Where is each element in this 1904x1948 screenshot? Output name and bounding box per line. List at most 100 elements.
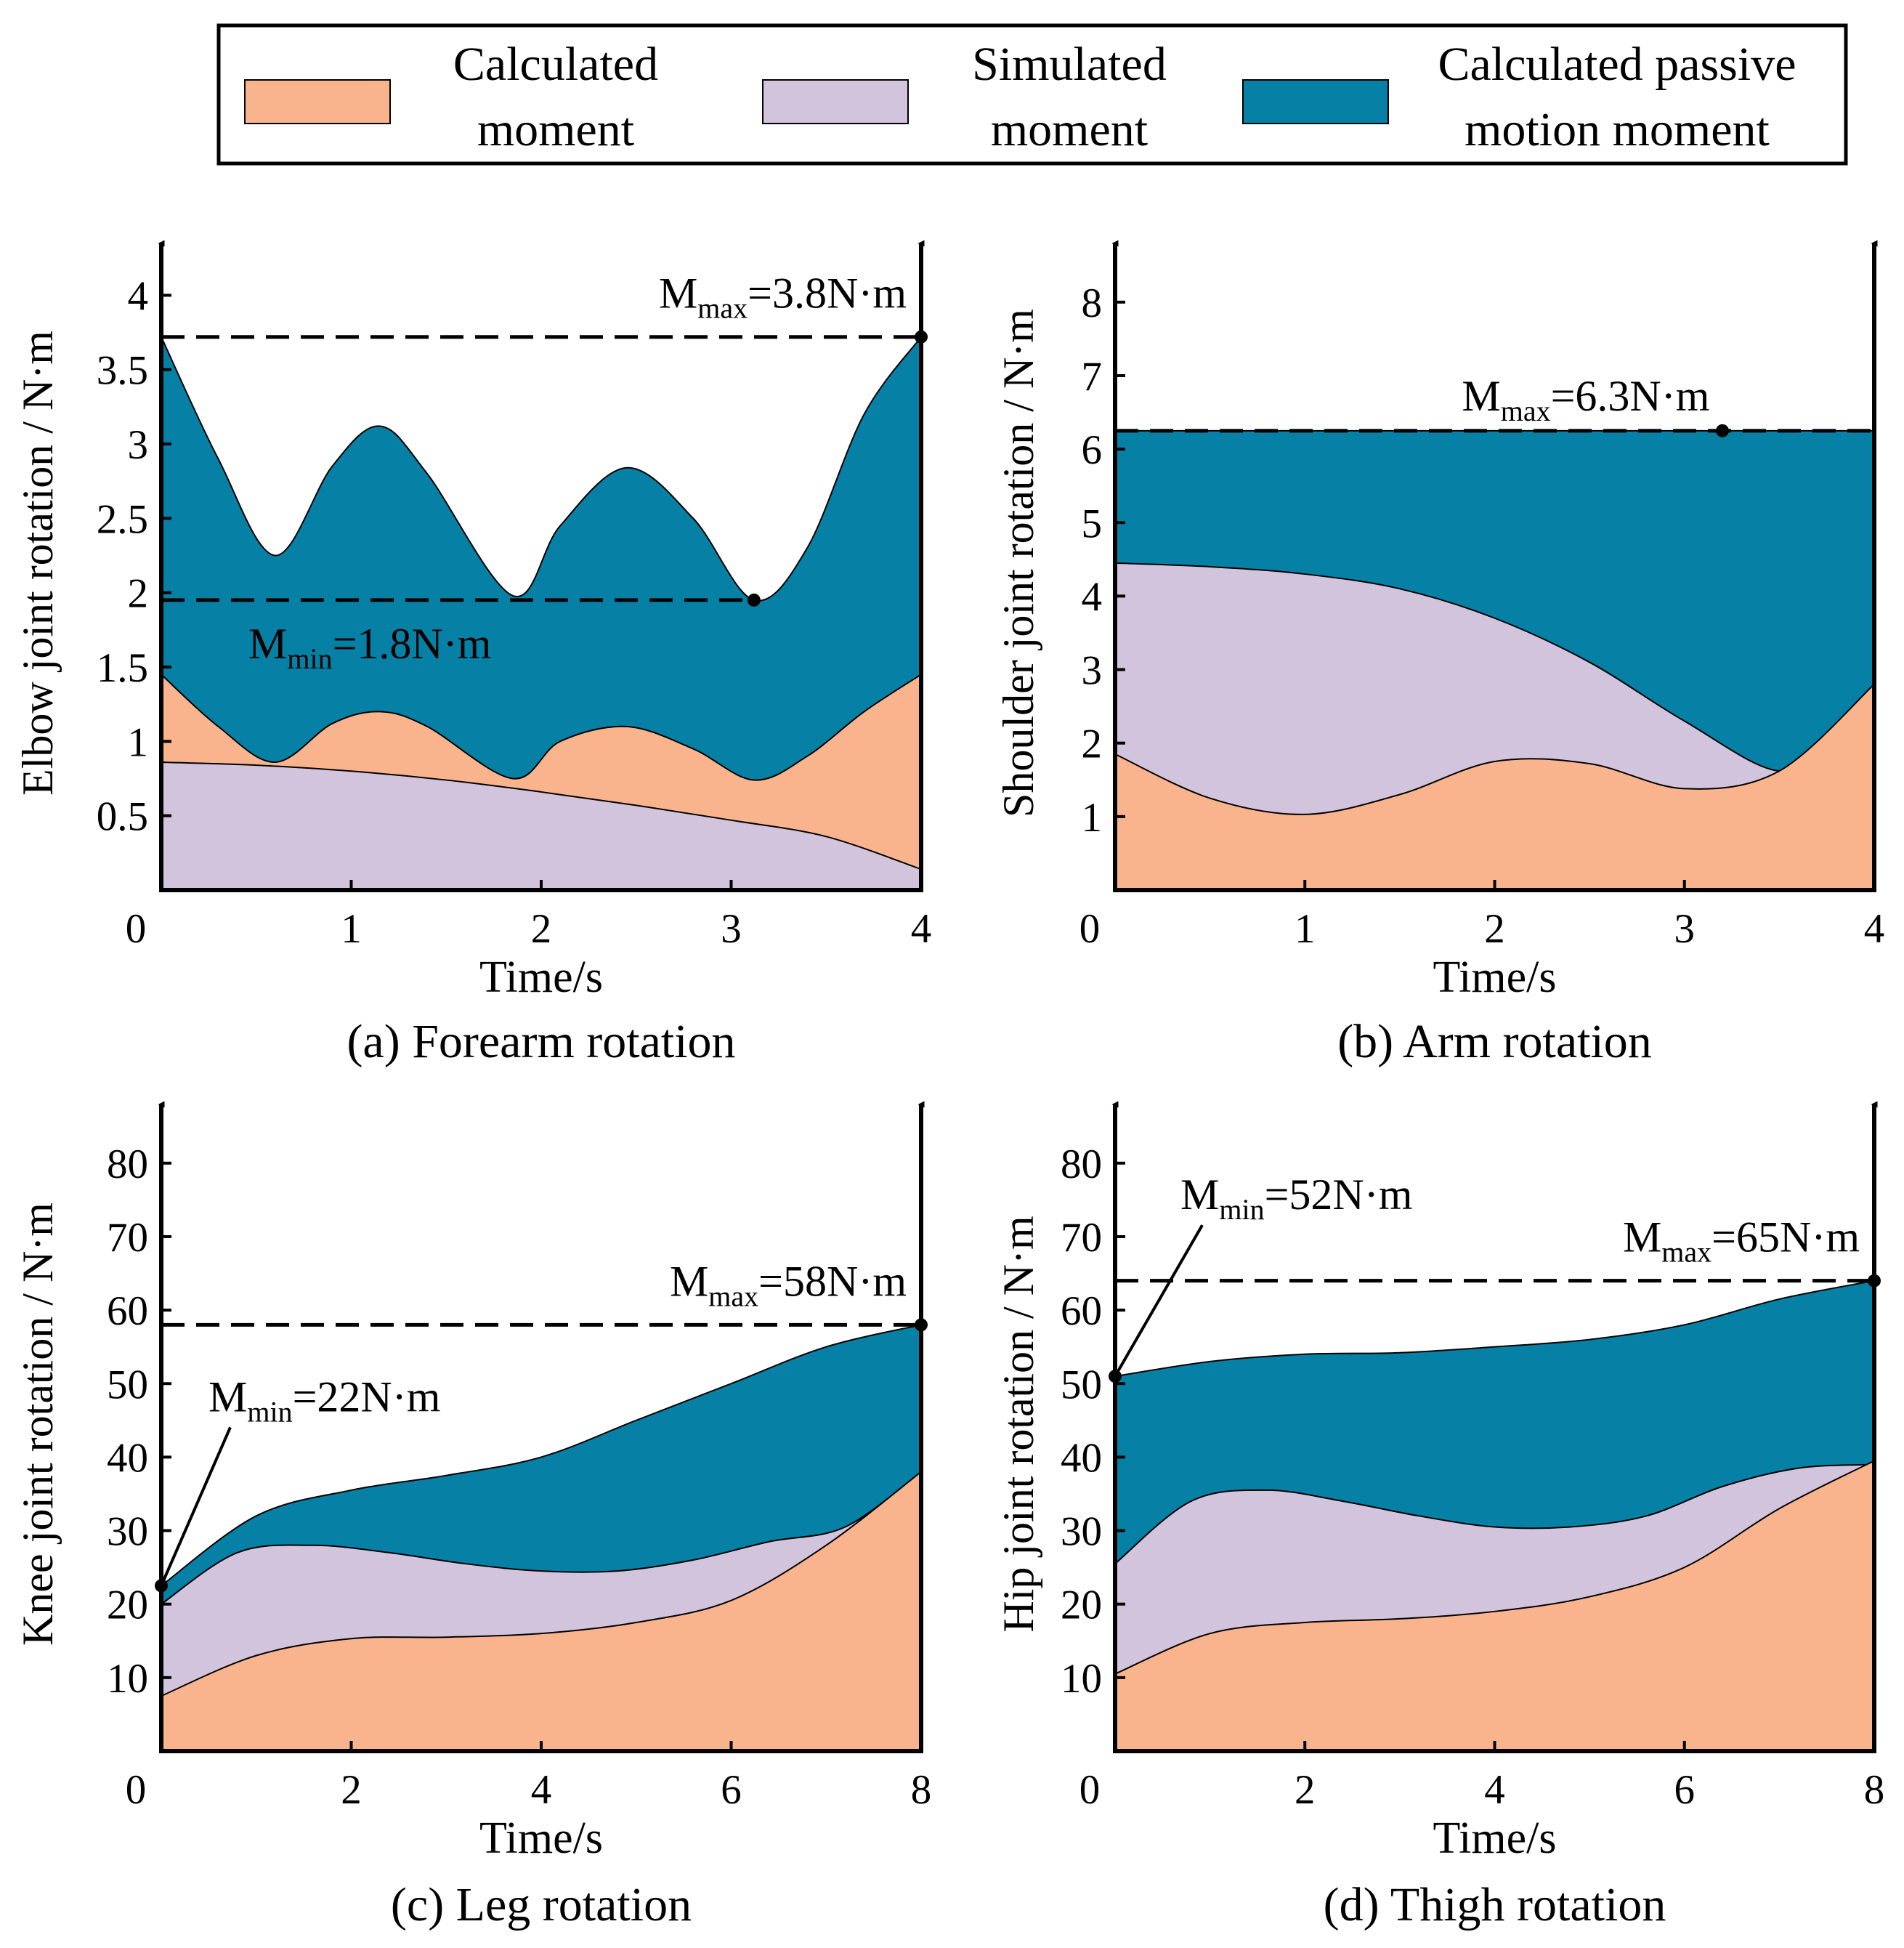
x-axis-label: Time/s (1433, 953, 1556, 1002)
y-tick-label: 2.5 (97, 496, 148, 542)
annotation-max: Mmax=3.8N·m (659, 270, 907, 325)
y-tick-label: 6 (1082, 427, 1103, 473)
area-edge-simulated-moment (161, 1471, 922, 1605)
legend-swatch-calculated (244, 79, 391, 124)
y-tick-label: 40 (107, 1435, 148, 1481)
y-axis-label: Shoulder joint rotation / N·m (994, 309, 1042, 817)
y-tick-label: 1 (128, 719, 149, 765)
panel-leg-rotation: 0 2 4 6 8 10 20 30 40 50 60 70 80 Time/s Knee joint ro… (14, 1101, 931, 1931)
y-tick-label: 0.5 (97, 794, 148, 840)
panel-caption: (c) Leg rotation (391, 1878, 692, 1931)
y-tick-label: 3.5 (97, 348, 148, 394)
y-tick-label: 5 (1082, 501, 1103, 546)
y-tick-label: 80 (107, 1141, 148, 1187)
area-edge-calculated-moment (1114, 1460, 1875, 1675)
y-tick-label: 40 (1061, 1435, 1102, 1481)
y-tick-label: 30 (107, 1509, 148, 1555)
x-tick-label: 2 (1295, 1767, 1316, 1813)
area-edge-calculated-moment (161, 674, 922, 781)
legend-label-passive-line2: motion moment (1465, 103, 1770, 156)
area-edge-simulated-moment (161, 761, 922, 870)
panel-caption: (d) Thigh rotation (1324, 1878, 1666, 1931)
annotation-min: Mmin=52N·m (1180, 1171, 1412, 1226)
y-tick-label: 70 (107, 1215, 148, 1261)
marker-min (747, 593, 761, 607)
area-calculated-moment (1115, 684, 1874, 890)
x-tick-label: 0 (1079, 1767, 1101, 1813)
x-tick-label: 2 (531, 906, 552, 952)
leader-line-min (1114, 1224, 1204, 1378)
panel-caption: (a) Forearm rotation (347, 1015, 735, 1068)
y-tick-label: 80 (1061, 1141, 1102, 1187)
x-tick-label: 6 (1674, 1767, 1696, 1813)
x-tick-label: 1 (1295, 906, 1316, 952)
area-edge-calculated-moment (1114, 684, 1875, 815)
x-tick-label: 3 (1674, 906, 1696, 952)
y-tick-label: 1.5 (97, 645, 148, 691)
marker-max (1716, 424, 1729, 437)
legend-swatch-passive (1242, 79, 1389, 124)
panel-arm-rotation: 0 1 2 3 4 1 2 3 4 5 6 7 8 Time/s Shoulder joint rotati… (994, 240, 1884, 1068)
area-edge-calculated-passive-motion-moment (161, 336, 922, 602)
legend-item-calculated: Calculated moment (244, 38, 658, 156)
x-axis-label: Time/s (479, 953, 603, 1002)
x-axis-label: Time/s (479, 1814, 603, 1863)
x-tick-label: 4 (1484, 1767, 1505, 1813)
y-tick-label: 2 (128, 571, 149, 617)
marker-max (915, 330, 928, 344)
y-tick-label: 20 (1061, 1583, 1102, 1628)
panel-thigh-rotation: 0 2 4 6 8 10 20 30 40 50 60 70 80 Time/s Hip joint rot… (994, 1101, 1884, 1931)
y-tick-label: 50 (107, 1362, 148, 1407)
y-axis-label: Elbow joint rotation / N·m (14, 331, 62, 796)
legend-label-simulated-line2: moment (991, 103, 1148, 156)
area-simulated-moment (161, 762, 921, 890)
legend-item-simulated: Simulated moment (762, 38, 1167, 156)
x-tick-label: 0 (1079, 906, 1101, 952)
y-tick-label: 30 (1061, 1509, 1102, 1555)
y-tick-label: 4 (128, 273, 149, 319)
legend-label-calculated-line1: Calculated (453, 38, 658, 91)
legend-label-passive-line1: Calculated passive (1438, 38, 1796, 91)
annotation-min: Mmin=1.8N·m (248, 620, 491, 675)
annotation-max: Mmax=65N·m (1623, 1213, 1860, 1269)
x-tick-label: 6 (721, 1767, 742, 1813)
x-tick-label: 2 (1484, 906, 1505, 952)
legend-label-calculated-line2: moment (477, 103, 634, 156)
y-tick-label: 10 (107, 1656, 148, 1702)
legend-frame (216, 23, 1848, 166)
x-tick-label: 3 (721, 906, 742, 952)
y-tick-label: 60 (107, 1288, 148, 1334)
x-tick-label: 4 (531, 1767, 552, 1813)
y-tick-label: 60 (1061, 1288, 1102, 1334)
x-tick-label: 1 (341, 906, 362, 952)
y-tick-label: 50 (1061, 1362, 1102, 1407)
marker-max (915, 1318, 928, 1332)
panel-caption: (b) Arm rotation (1337, 1015, 1652, 1068)
area-calculated-moment (1115, 1460, 1874, 1751)
y-tick-label: 4 (1082, 574, 1103, 620)
annotation-max: Mmax=58N·m (670, 1257, 907, 1312)
area-edge-simulated-moment (1114, 1463, 1875, 1564)
y-tick-label: 7 (1082, 354, 1103, 400)
y-tick-label: 1 (1082, 795, 1103, 841)
legend-swatch-simulated (762, 79, 909, 124)
area-edge-calculated-passive-motion-moment (161, 1324, 922, 1587)
area-edge-calculated-passive-motion-moment (1114, 1280, 1875, 1378)
y-axis-label: Knee joint rotation / N·m (14, 1203, 62, 1646)
area-calculated-moment (161, 1471, 921, 1751)
y-axis-label: Hip joint rotation / N·m (994, 1216, 1042, 1632)
legend: Calculated moment Simulated moment Calcu… (216, 23, 1848, 166)
area-edge-calculated-moment (161, 1471, 922, 1697)
marker-max (1868, 1274, 1881, 1288)
y-tick-label: 8 (1082, 280, 1103, 326)
y-tick-label: 70 (1061, 1215, 1102, 1261)
y-tick-label: 20 (107, 1583, 148, 1628)
x-tick-label: 0 (126, 1767, 147, 1813)
y-tick-label: 3 (1082, 648, 1103, 694)
legend-item-passive: Calculated passive motion moment (1242, 38, 1796, 156)
annotation-max: Mmax=6.3N·m (1462, 372, 1709, 427)
y-tick-label: 10 (1061, 1656, 1102, 1702)
x-tick-label: 2 (341, 1767, 362, 1813)
y-tick-label: 3 (128, 422, 149, 468)
